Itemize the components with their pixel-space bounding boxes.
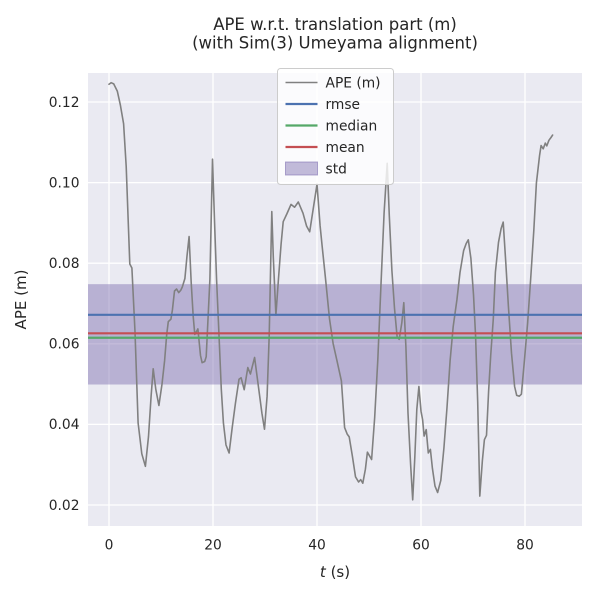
x-axis-label-variable: t: [320, 563, 327, 581]
x-axis-label: t (s): [320, 563, 350, 581]
chart-title-line-2: (with Sim(3) Umeyama alignment): [192, 34, 478, 53]
legend-label-median: median: [326, 119, 378, 135]
stat-lines-layer: [88, 313, 582, 339]
y-tick-label: 0.06: [49, 337, 80, 353]
legend: APE (m) rmse median mean std: [277, 68, 394, 185]
y-tick-label: 0.02: [49, 498, 80, 514]
x-tick-label: 0: [105, 538, 114, 554]
x-tick-label: 60: [412, 538, 430, 554]
tick-label-layer: 0 20 40 60 80 0.02 0.04 0.06 0.08 0.10 0.12: [49, 95, 534, 554]
y-tick-label: 0.08: [49, 256, 80, 272]
legend-swatch-std: [285, 161, 318, 176]
ape-error-line: [108, 81, 554, 501]
chart-title-line-1: APE w.r.t. translation part (m): [213, 15, 457, 34]
legend-label-mean: mean: [326, 140, 365, 156]
x-axis-label-unit: (s): [326, 563, 350, 581]
legend-label-ape-m: APE (m): [326, 76, 381, 92]
y-tick-label: 0.04: [49, 417, 80, 433]
y-tick-label: 0.12: [49, 95, 80, 111]
legend-label-std: std: [326, 162, 347, 178]
ape-curve-layer: [108, 81, 554, 501]
legend-label-rmse: rmse: [326, 97, 361, 113]
x-tick-label: 20: [204, 538, 222, 554]
legend-box: [277, 68, 394, 185]
y-axis-label: APE (m): [12, 270, 30, 330]
y-tick-label: 0.10: [49, 175, 80, 191]
x-tick-label: 80: [516, 538, 534, 554]
x-tick-label: 40: [308, 538, 326, 554]
